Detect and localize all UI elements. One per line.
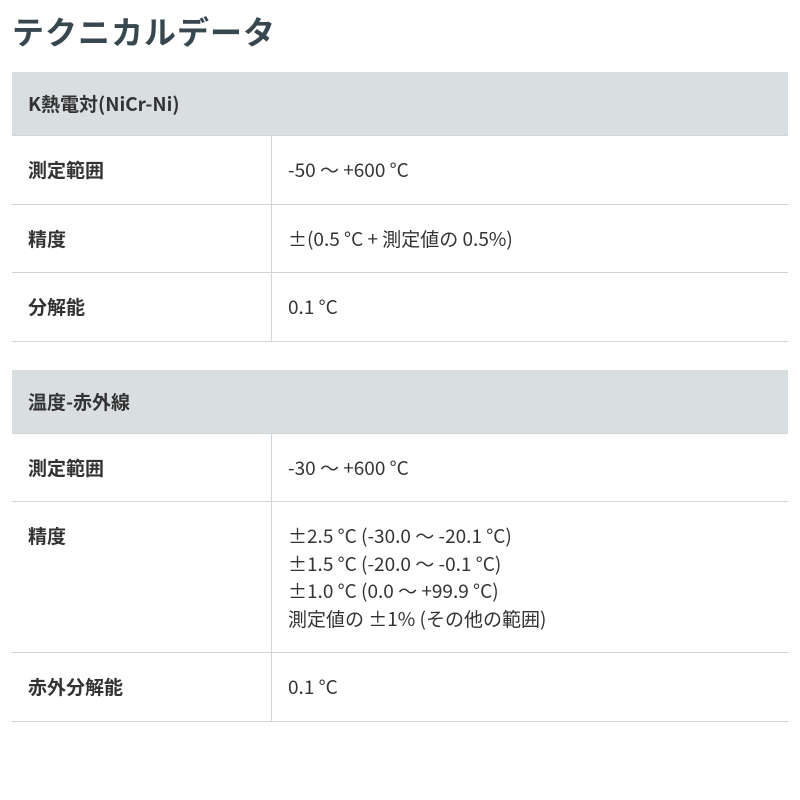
spec-row: 精度±(0.5 °C + 測定値の 0.5%) [12, 205, 788, 274]
spec-value: ±(0.5 °C + 測定値の 0.5%) [272, 205, 788, 273]
spec-block: K熱電対(NiCr-Ni)測定範囲-50 ～ +600 °C精度±(0.5 °C… [12, 72, 788, 342]
section-header: 温度-赤外線 [12, 370, 788, 434]
spec-label: 測定範囲 [12, 136, 272, 204]
spec-value: 0.1 °C [272, 653, 788, 721]
spec-label: 測定範囲 [12, 434, 272, 502]
spec-row: 測定範囲-30 ～ +600 °C [12, 434, 788, 503]
spec-label: 赤外分解能 [12, 653, 272, 721]
section-header: K熱電対(NiCr-Ni) [12, 72, 788, 136]
spec-row: 赤外分解能0.1 °C [12, 653, 788, 722]
spec-value: 0.1 °C [272, 273, 788, 341]
spec-row: 精度±2.5 °C (-30.0 ～ -20.1 °C) ±1.5 °C (-2… [12, 502, 788, 653]
spec-value: -50 ～ +600 °C [272, 136, 788, 204]
spec-row: 測定範囲-50 ～ +600 °C [12, 136, 788, 205]
page-title: テクニカルデータ [12, 8, 788, 54]
spec-label: 分解能 [12, 273, 272, 341]
spec-row: 分解能0.1 °C [12, 273, 788, 342]
spec-label: 精度 [12, 205, 272, 273]
spec-value: ±2.5 °C (-30.0 ～ -20.1 °C) ±1.5 °C (-20.… [272, 502, 788, 652]
spec-value: -30 ～ +600 °C [272, 434, 788, 502]
spec-label: 精度 [12, 502, 272, 652]
spec-block: 温度-赤外線測定範囲-30 ～ +600 °C精度±2.5 °C (-30.0 … [12, 370, 788, 722]
spec-sections: K熱電対(NiCr-Ni)測定範囲-50 ～ +600 °C精度±(0.5 °C… [12, 72, 788, 722]
